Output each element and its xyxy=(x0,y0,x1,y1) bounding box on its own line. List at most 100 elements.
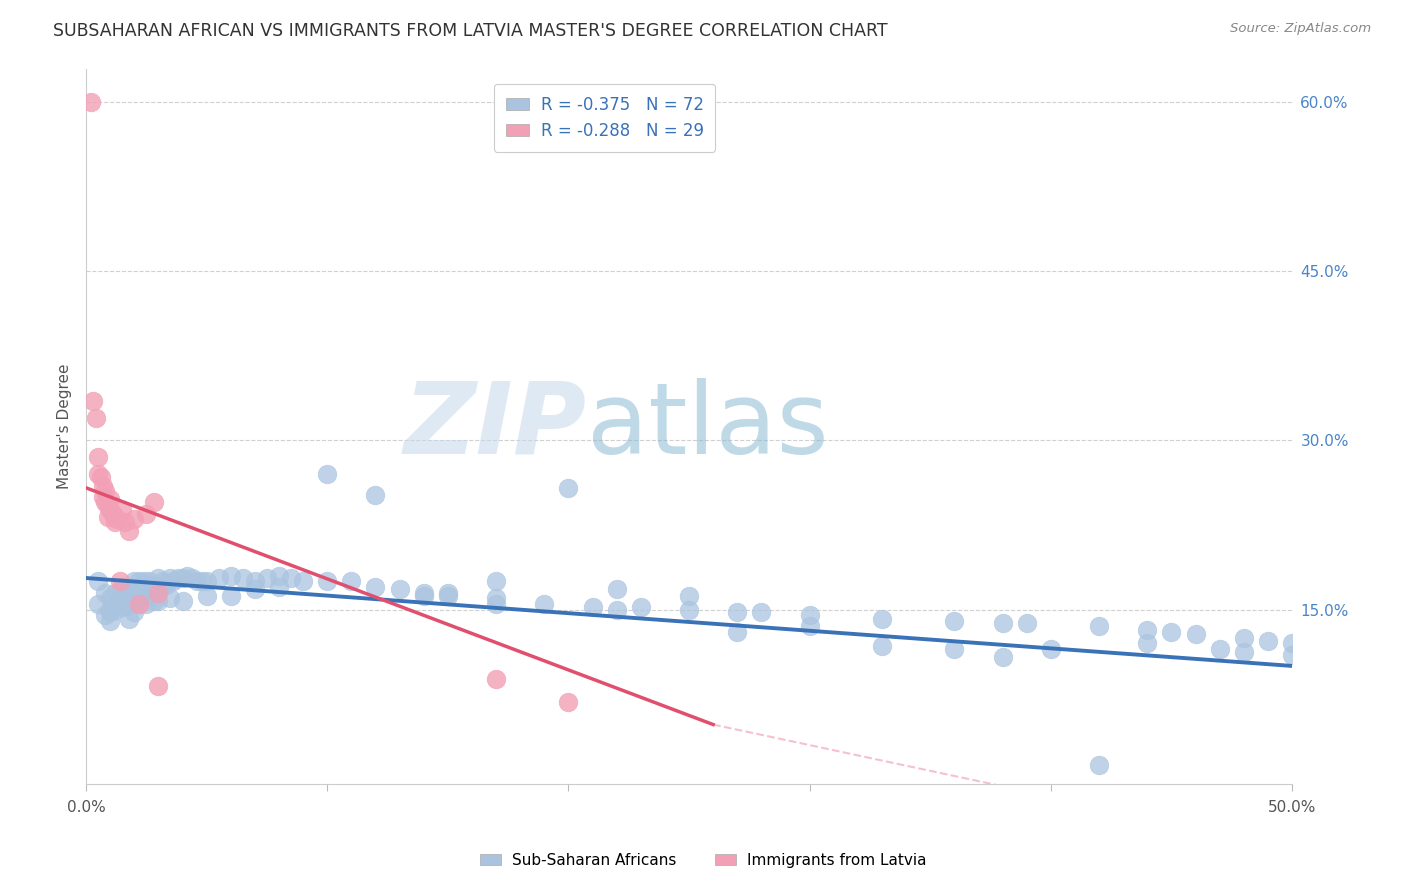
Point xyxy=(166,571,188,585)
Point xyxy=(159,591,181,606)
Point xyxy=(128,597,150,611)
Point xyxy=(437,589,460,603)
Point xyxy=(142,495,165,509)
Point xyxy=(533,597,555,611)
Point xyxy=(111,503,134,517)
Point xyxy=(141,582,163,597)
Point xyxy=(267,568,290,582)
Point xyxy=(1208,642,1230,657)
Point xyxy=(280,571,302,585)
Point xyxy=(316,467,339,482)
Point xyxy=(799,619,821,633)
Point xyxy=(104,602,127,616)
Point xyxy=(1136,636,1159,650)
Point xyxy=(124,512,146,526)
Point xyxy=(606,602,628,616)
Point xyxy=(678,589,700,603)
Point xyxy=(104,585,127,599)
Point xyxy=(97,510,120,524)
Point xyxy=(1136,623,1159,637)
Point xyxy=(485,574,508,589)
Point xyxy=(219,568,242,582)
Point xyxy=(128,574,150,589)
Point xyxy=(1233,645,1256,659)
Point xyxy=(118,580,141,594)
Point xyxy=(131,582,153,597)
Point xyxy=(630,600,652,615)
Point xyxy=(138,574,160,589)
Point xyxy=(364,580,387,594)
Point xyxy=(412,589,434,603)
Point xyxy=(485,597,508,611)
Point xyxy=(121,588,143,602)
Point xyxy=(108,574,131,589)
Point xyxy=(104,515,127,529)
Point xyxy=(437,585,460,599)
Point xyxy=(340,574,363,589)
Point xyxy=(943,642,966,657)
Point xyxy=(208,571,231,585)
Point xyxy=(98,492,121,507)
Point xyxy=(118,611,141,625)
Point xyxy=(142,593,165,607)
Point xyxy=(1160,625,1182,640)
Point xyxy=(943,614,966,628)
Legend: R = -0.375   N = 72, R = -0.288   N = 29: R = -0.375 N = 72, R = -0.288 N = 29 xyxy=(494,84,716,152)
Point xyxy=(135,589,157,603)
Text: atlas: atlas xyxy=(586,378,828,475)
Text: SUBSAHARAN AFRICAN VS IMMIGRANTS FROM LATVIA MASTER'S DEGREE CORRELATION CHART: SUBSAHARAN AFRICAN VS IMMIGRANTS FROM LA… xyxy=(53,22,889,40)
Point xyxy=(1088,758,1111,772)
Point xyxy=(148,593,170,607)
Point xyxy=(191,574,214,589)
Point xyxy=(162,574,184,589)
Point xyxy=(1184,627,1206,641)
Point xyxy=(1281,636,1303,650)
Point xyxy=(870,611,893,625)
Point xyxy=(870,639,893,653)
Point xyxy=(132,574,155,589)
Point xyxy=(84,411,107,425)
Point xyxy=(94,585,117,599)
Point xyxy=(114,515,136,529)
Point xyxy=(1281,648,1303,662)
Point xyxy=(111,580,134,594)
Text: Source: ZipAtlas.com: Source: ZipAtlas.com xyxy=(1230,22,1371,36)
Point xyxy=(98,605,121,619)
Point xyxy=(243,574,266,589)
Point xyxy=(98,614,121,628)
Point xyxy=(87,597,110,611)
Point xyxy=(412,585,434,599)
Point xyxy=(1088,619,1111,633)
Point xyxy=(267,580,290,594)
Point xyxy=(124,574,146,589)
Point xyxy=(725,625,748,640)
Point xyxy=(316,574,339,589)
Point xyxy=(678,602,700,616)
Point xyxy=(1015,616,1038,631)
Point xyxy=(181,571,204,585)
Point xyxy=(142,578,165,592)
Point xyxy=(87,450,110,465)
Point xyxy=(114,589,136,603)
Point xyxy=(557,481,579,495)
Point xyxy=(128,597,150,611)
Point xyxy=(1257,634,1279,648)
Point xyxy=(115,599,138,614)
Point xyxy=(111,600,134,615)
Point xyxy=(243,582,266,597)
Y-axis label: Master's Degree: Master's Degree xyxy=(58,364,72,489)
Point xyxy=(135,507,157,521)
Text: ZIP: ZIP xyxy=(404,378,586,475)
Point xyxy=(82,394,104,409)
Point xyxy=(219,589,242,603)
Legend: Sub-Saharan Africans, Immigrants from Latvia: Sub-Saharan Africans, Immigrants from La… xyxy=(474,847,932,873)
Point xyxy=(97,499,120,513)
Point xyxy=(135,597,157,611)
Point xyxy=(1233,631,1256,645)
Point xyxy=(107,597,129,611)
Point xyxy=(87,467,110,482)
Point xyxy=(94,484,117,499)
Point xyxy=(195,574,218,589)
Point xyxy=(98,503,121,517)
Point xyxy=(176,568,198,582)
